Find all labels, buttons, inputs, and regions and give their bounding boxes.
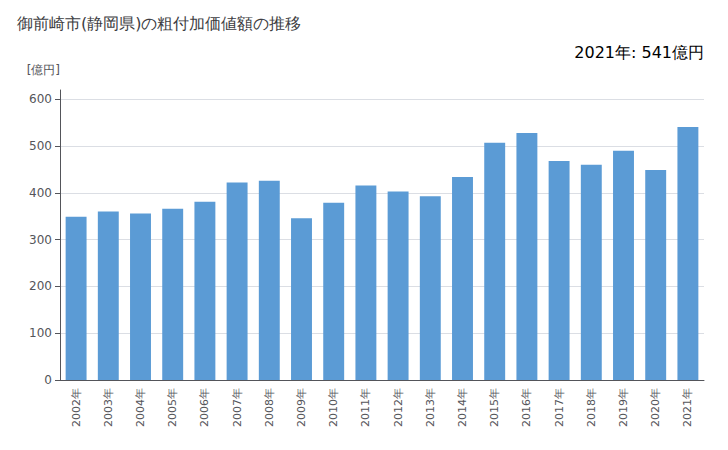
svg-text:300: 300 bbox=[29, 233, 52, 247]
svg-text:2013年: 2013年 bbox=[424, 388, 437, 427]
svg-text:2007年: 2007年 bbox=[231, 388, 244, 427]
svg-text:2019年: 2019年 bbox=[617, 388, 630, 427]
svg-text:[億円]: [億円] bbox=[27, 63, 60, 77]
svg-text:2020年: 2020年 bbox=[649, 388, 662, 427]
svg-text:0: 0 bbox=[44, 373, 52, 387]
svg-text:2003年: 2003年 bbox=[102, 388, 115, 427]
svg-text:2010年: 2010年 bbox=[327, 388, 340, 427]
svg-text:2015年: 2015年 bbox=[488, 388, 501, 427]
svg-text:2011年: 2011年 bbox=[359, 388, 372, 427]
svg-text:500: 500 bbox=[29, 139, 52, 153]
svg-text:2012年: 2012年 bbox=[392, 388, 405, 427]
svg-text:400: 400 bbox=[29, 186, 52, 200]
svg-text:2016年: 2016年 bbox=[520, 388, 533, 427]
svg-text:100: 100 bbox=[29, 326, 52, 340]
svg-text:2018年: 2018年 bbox=[585, 388, 598, 427]
svg-text:2002年: 2002年 bbox=[70, 388, 83, 427]
svg-text:200: 200 bbox=[29, 279, 52, 293]
svg-text:2006年: 2006年 bbox=[198, 388, 211, 427]
svg-text:2021年: 541億円: 2021年: 541億円 bbox=[574, 43, 704, 62]
svg-text:2014年: 2014年 bbox=[456, 388, 469, 427]
svg-text:600: 600 bbox=[29, 92, 52, 106]
svg-text:御前崎市(静岡県)の粗付加価値額の推移: 御前崎市(静岡県)の粗付加価値額の推移 bbox=[17, 14, 301, 33]
svg-text:2004年: 2004年 bbox=[134, 388, 147, 427]
svg-text:2009年: 2009年 bbox=[295, 388, 308, 427]
svg-text:2021年: 2021年 bbox=[681, 388, 694, 427]
svg-text:2008年: 2008年 bbox=[263, 388, 276, 427]
svg-text:2017年: 2017年 bbox=[553, 388, 566, 427]
svg-text:2005年: 2005年 bbox=[166, 388, 179, 427]
